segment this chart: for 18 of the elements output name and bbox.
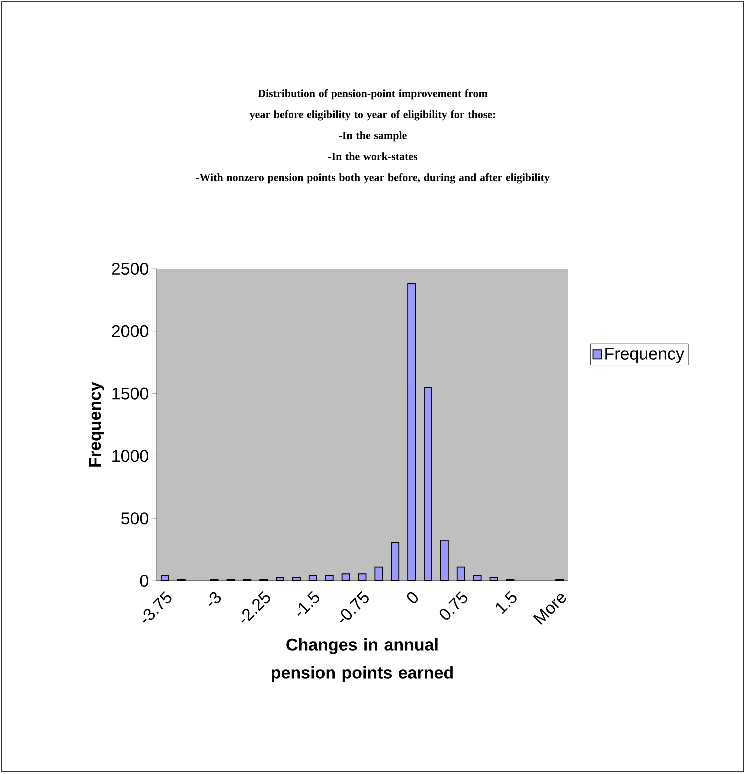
x-tick-label: 0 <box>407 592 418 604</box>
y-tick-label: 2000 <box>112 325 149 338</box>
y-axis-title: Frequency <box>89 382 105 467</box>
x-tick-label: 1.5 <box>496 591 517 614</box>
chart-title: Distribution of pension-point improvement from year before eligibility to year of eligibility for those: <box>250 90 496 121</box>
text: -With nonzero pension points both year before, during and after eligibility <box>196 174 550 184</box>
y-tick-label: 500 <box>122 512 149 525</box>
text: -In the sample <box>339 132 407 142</box>
y-tick-label: 1500 <box>112 388 149 400</box>
legend-label: Frequency <box>606 348 685 364</box>
x-tick-label: -1.5 <box>298 591 320 616</box>
y-tick-label: 2500 <box>112 262 149 276</box>
text: -In the work-states <box>328 152 418 160</box>
y-tick-label: 1000 <box>112 450 149 462</box>
x-tick-label: 0.75 <box>440 591 468 620</box>
x-axis-title: Changes in annual pension points earned <box>272 638 453 682</box>
y-tick-label: 0 <box>140 574 149 588</box>
x-tick-label: -3 <box>209 592 222 606</box>
